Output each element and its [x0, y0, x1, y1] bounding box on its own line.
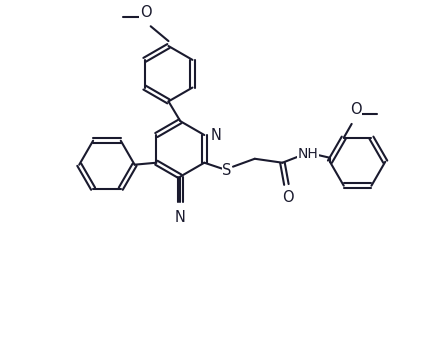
- Text: N: N: [175, 210, 186, 225]
- Text: S: S: [222, 163, 232, 178]
- Text: O: O: [283, 190, 294, 205]
- Text: O: O: [140, 5, 151, 20]
- Text: NH: NH: [298, 147, 319, 161]
- Text: O: O: [350, 102, 361, 117]
- Text: N: N: [210, 127, 221, 142]
